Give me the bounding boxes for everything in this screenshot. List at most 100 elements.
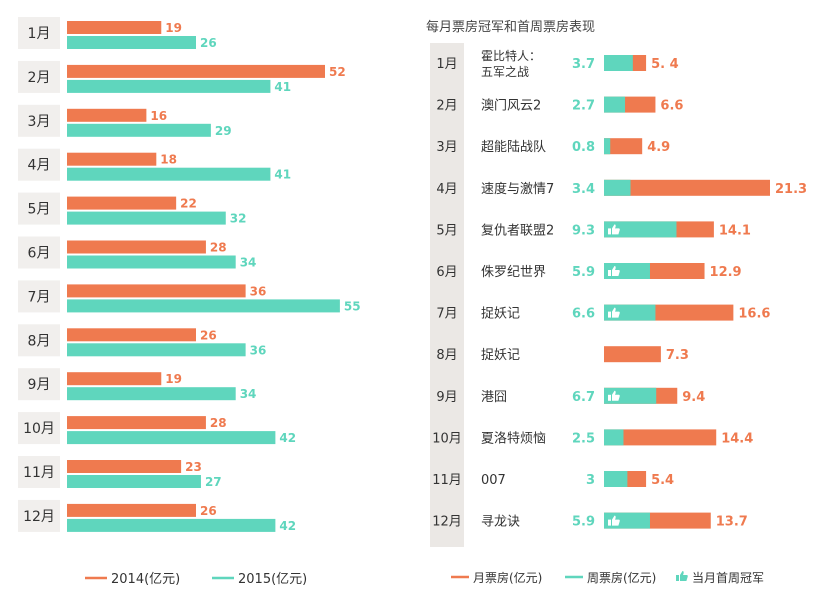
bar-2014: [67, 21, 162, 34]
thumb-hand: [612, 307, 620, 318]
value-label-2014: 26: [200, 328, 217, 342]
month-box: [18, 280, 60, 313]
month-box: [18, 236, 60, 269]
month-box: [18, 324, 60, 357]
month-label: 4月: [436, 182, 457, 197]
bar-2014: [67, 108, 147, 122]
value-label-2014: 18: [160, 153, 177, 167]
film-title: 速度与激情7: [481, 181, 554, 197]
month-box: [18, 104, 60, 137]
month-label: 9月: [436, 390, 457, 405]
value-label-2014: 26: [200, 504, 217, 518]
weekly-value-label: 5.9: [572, 265, 595, 280]
value-label-2015: 41: [274, 168, 291, 182]
thumb-hand: [612, 266, 620, 276]
bar-2014: [67, 284, 246, 298]
bar-2015: [67, 167, 271, 181]
weekly-value-label: 5.9: [572, 515, 595, 530]
first-week-champion-icon: [608, 266, 620, 276]
value-label-2014: 52: [329, 65, 346, 79]
value-label-2015: 41: [274, 80, 291, 94]
first-week-champion-icon: [608, 307, 620, 318]
legend-label: 2015(亿元): [238, 572, 307, 587]
film-title: 寻龙诀: [481, 515, 520, 530]
value-label-2014: 28: [210, 416, 227, 430]
right-monthly-champion-chart: 每月票房冠军和首周票房表现 1月 霍比特人： 五军之战 5. 4 3.7 2月 澳门风云2 6…: [426, 19, 807, 547]
bar-monthly: [604, 138, 643, 155]
bar-2014: [67, 503, 196, 517]
monthly-value-label: 7.3: [666, 348, 689, 363]
film-title: 夏洛特烦恼: [481, 431, 546, 446]
right-chart-title: 每月票房冠军和首周票房表现: [426, 19, 595, 35]
film-title: 港囧: [481, 390, 507, 405]
monthly-value-label: 14.1: [719, 223, 751, 238]
right-legend: 月票房(亿元) 周票房(亿元) 当月首周冠军: [451, 570, 764, 585]
month-label: 11月: [432, 473, 462, 488]
value-label-2015: 32: [230, 212, 247, 226]
bar-weekly: [604, 471, 628, 487]
month-label: 6月: [436, 265, 457, 280]
value-label-2014: 19: [165, 372, 182, 386]
month-label: 6月: [28, 246, 51, 262]
monthly-value-label: 4.9: [647, 140, 670, 155]
thumb-cuff: [608, 270, 611, 276]
film-title: 捉妖记: [481, 348, 520, 363]
weekly-value-label: 6.6: [572, 307, 595, 322]
value-label-2015: 29: [215, 124, 232, 138]
month-label: 8月: [436, 348, 457, 363]
thumb-hand: [612, 515, 620, 526]
monthly-value-label: 16.6: [738, 307, 770, 322]
bar-weekly: [604, 221, 677, 238]
bar-2014: [67, 372, 162, 386]
month-label: 10月: [432, 431, 462, 446]
value-label-2014: 28: [210, 241, 227, 255]
film-title: 超能陆战队: [481, 139, 546, 155]
first-week-champion-icon: [608, 515, 620, 526]
film-title: 霍比特人：: [481, 48, 541, 63]
thumb-cuff: [676, 575, 679, 581]
film-title: 007: [481, 473, 506, 488]
value-label-2014: 22: [180, 197, 197, 211]
weekly-value-label: 2.7: [572, 99, 595, 114]
month-label: 7月: [436, 307, 457, 322]
monthly-value-label: 13.7: [716, 515, 748, 530]
bar-2014: [67, 64, 325, 78]
weekly-value-label: 9.3: [572, 223, 595, 238]
left-monthly-box-office-chart: 1月 19 26 2月 52 41 3月 16 29 4月 18 41 5月 22 32 6月 28 34 7月 36…: [18, 17, 361, 533]
month-label: 2月: [28, 70, 51, 86]
thumb-hand: [680, 571, 688, 581]
month-box: [18, 148, 60, 181]
legend-label: 当月首周冠军: [692, 571, 764, 585]
month-label: 2月: [436, 99, 457, 114]
bar-2014: [67, 152, 157, 166]
bar-2015: [67, 211, 226, 225]
film-title: 复仇者联盟2: [481, 223, 554, 238]
weekly-value-label: 3: [586, 473, 595, 488]
first-week-champion-icon: [608, 390, 620, 401]
bar-2015: [67, 518, 276, 532]
weekly-value-label: 2.5: [572, 431, 595, 446]
weekly-value-label: 6.7: [572, 390, 595, 405]
first-week-champion-icon: [608, 224, 620, 235]
month-box: [18, 192, 60, 225]
film-title: 五军之战: [481, 65, 529, 79]
month-box: [18, 499, 60, 532]
bar-weekly: [604, 96, 626, 113]
month-box: [18, 17, 60, 49]
legend-label: 周票房(亿元): [587, 570, 656, 585]
bar-2015: [67, 36, 196, 49]
monthly-value-label: 12.9: [710, 265, 742, 280]
film-title: 捉妖记: [481, 307, 520, 322]
film-title: 澳门风云2: [481, 98, 541, 114]
month-box: [18, 368, 60, 401]
thumb-cuff: [608, 519, 611, 526]
bar-monthly: [604, 179, 770, 196]
value-label-2014: 36: [250, 284, 267, 298]
bar-2015: [67, 79, 271, 93]
thumb-cuff: [608, 311, 611, 318]
value-label-2015: 34: [240, 256, 257, 270]
bar-monthly: [604, 429, 717, 446]
value-label-2015: 26: [200, 36, 217, 50]
value-label-2015: 34: [240, 387, 257, 401]
